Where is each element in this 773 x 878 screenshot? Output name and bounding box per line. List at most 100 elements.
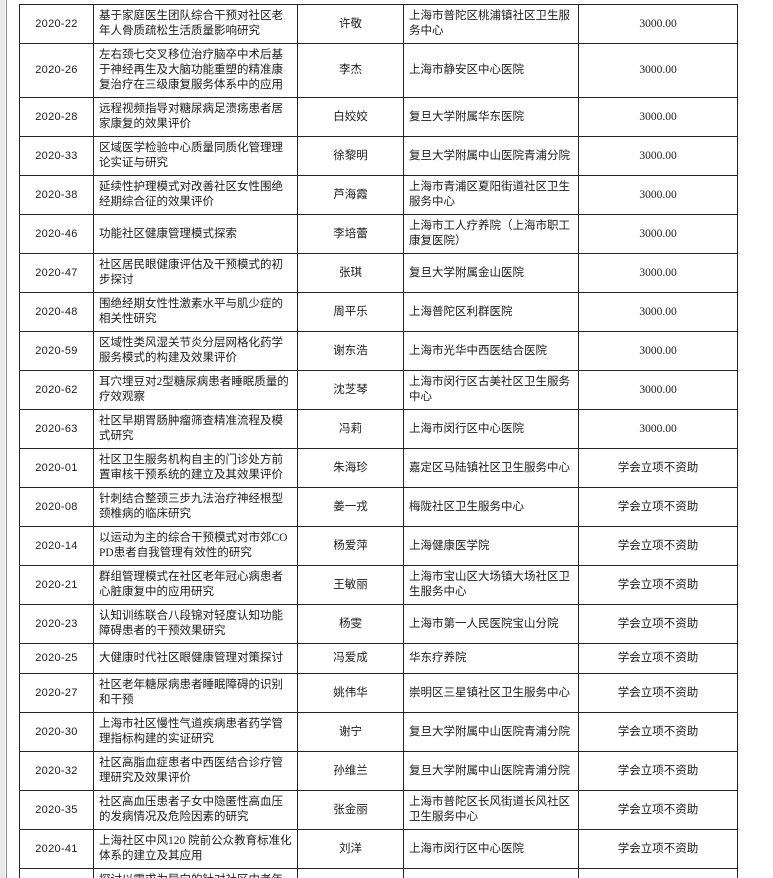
project-code-cell: 2020-08 xyxy=(19,487,94,527)
institution-cell: 嘉定区马陆镇社区卫生服务中心 xyxy=(403,448,579,488)
funding-cell: 学会立项不资助 xyxy=(578,526,738,566)
table-row: 2020-41 上海社区中风120 院前公众教育标准化体系的建立及其应用 刘洋 上海市… xyxy=(19,829,738,869)
institution-cell: 上海市闵行区中心医院 xyxy=(403,409,579,449)
project-code-cell: 2020-59 xyxy=(19,331,94,371)
project-leader-cell: 谢东浩 xyxy=(297,331,404,371)
project-title-cell: 左右颈七交叉移位治疗脑卒中术后基于神经再生及大脑功能重塑的精准康复治疗在三级康复… xyxy=(93,43,298,98)
funding-cell: 3000.00 xyxy=(578,175,738,215)
project-code-cell: 2020-43 xyxy=(19,868,94,878)
project-title-cell: 针刺结合整颈三步九法治疗神经根型颈椎病的临床研究 xyxy=(93,487,298,527)
institution-cell: 上海普陀区利群医院 xyxy=(403,292,579,332)
project-code-cell: 2020-38 xyxy=(19,175,94,215)
institution-cell: 上海市闵行区中心医院 xyxy=(403,829,579,869)
table-row: 2020-62 耳穴埋豆对2型糖尿病患者睡眠质量的疗效观察 沈芝琴 上海市闵行区古美社… xyxy=(19,370,738,410)
project-title-cell: 以运动为主的综合干预模式对市郊COPD患者自我管理有效性的研究 xyxy=(93,526,298,566)
project-leader-cell: 李杰 xyxy=(297,43,404,98)
funding-cell: 学会立项不资助 xyxy=(578,790,738,830)
table-row: 2020-26 左右颈七交叉移位治疗脑卒中术后基于神经再生及大脑功能重塑的精准康复… xyxy=(19,43,738,98)
table-row: 2020-25 大健康时代社区眼健康管理对策探讨 冯爱成 华东疗养院 学会立项不资助 xyxy=(19,643,738,674)
institution-cell: 上海市光华中西医结合医院 xyxy=(403,331,579,371)
project-title-cell: 功能社区健康管理模式探索 xyxy=(93,214,298,254)
project-code-cell: 2020-41 xyxy=(19,829,94,869)
funding-cell: 3000.00 xyxy=(578,409,738,449)
project-leader-cell: 杨爱萍 xyxy=(297,526,404,566)
project-leader-cell: 芦海霞 xyxy=(297,175,404,215)
project-code-cell: 2020-22 xyxy=(19,4,94,44)
project-title-cell: 社区高脂血症患者中西医结合诊疗管理研究及效果评价 xyxy=(93,751,298,791)
project-leader-cell: 张金丽 xyxy=(297,790,404,830)
project-leader-cell: 李培蕾 xyxy=(297,214,404,254)
funding-cell: 3000.00 xyxy=(578,4,738,44)
project-code-cell: 2020-35 xyxy=(19,790,94,830)
funding-cell: 3000.00 xyxy=(578,292,738,332)
funding-cell: 3000.00 xyxy=(578,136,738,176)
project-leader-cell: 许敬 xyxy=(297,4,404,44)
project-title-cell: 围绝经期女性性激素水平与肌少症的相关性研究 xyxy=(93,292,298,332)
project-title-cell: 上海市社区慢性气道疾病患者药学管理指标构建的实证研究 xyxy=(93,712,298,752)
project-leader-cell: 周平乐 xyxy=(297,292,404,332)
institution-cell: 上海市普陀区长风街道长风社区卫生服务中心 xyxy=(403,790,579,830)
project-code-cell: 2020-01 xyxy=(19,448,94,488)
project-title-cell: 上海社区中风120 院前公众教育标准化体系的建立及其应用 xyxy=(93,829,298,869)
project-leader-cell: 冯爱成 xyxy=(297,643,404,674)
project-leader-cell: 冯莉 xyxy=(297,409,404,449)
project-code-cell: 2020-63 xyxy=(19,409,94,449)
project-title-cell: 基于家庭医生团队综合干预对社区老年人骨质疏松生活质量影响研究 xyxy=(93,4,298,44)
project-leader-cell: 刘洋 xyxy=(297,829,404,869)
table-row: 2020-38 延续性护理模式对改善社区女性围绝经期综合征的效果评价 芦海霞 上海市青… xyxy=(19,175,738,215)
project-code-cell: 2020-27 xyxy=(19,673,94,713)
project-leader-cell: 王敏丽 xyxy=(297,565,404,605)
table-row: 2020-33 区域医学检验中心质量同质化管理理论实证与研究 徐黎明 复旦大学附属中山… xyxy=(19,136,738,176)
table-row: 2020-59 区域性类风湿关节炎分层网格化药学服务模式的构建及效果评价 谢东浩 上海… xyxy=(19,331,738,371)
project-code-cell: 2020-48 xyxy=(19,292,94,332)
project-leader-cell: 张琪 xyxy=(297,253,404,293)
project-title-cell: 区域医学检验中心质量同质化管理理论实证与研究 xyxy=(93,136,298,176)
funding-cell: 学会立项不资助 xyxy=(578,448,738,488)
institution-cell: 梅陇社区卫生服务中心 xyxy=(403,487,579,527)
project-title-cell: 延续性护理模式对改善社区女性围绝经期综合征的效果评价 xyxy=(93,175,298,215)
institution-cell: 华东疗养院 xyxy=(403,643,579,674)
project-code-cell: 2020-26 xyxy=(19,43,94,98)
funding-cell: 学会立项不资助 xyxy=(578,829,738,869)
page-left-edge-line xyxy=(6,0,7,878)
institution-cell: 复旦大学附属中山医院青浦分院 xyxy=(403,751,579,791)
project-code-cell: 2020-33 xyxy=(19,136,94,176)
project-leader-cell: 朱海珍 xyxy=(297,448,404,488)
table-row: 2020-30 上海市社区慢性气道疾病患者药学管理指标构建的实证研究 谢宁 复旦大学附… xyxy=(19,712,738,752)
funding-cell: 学会立项不资助 xyxy=(578,673,738,713)
funding-cell: 3000.00 xyxy=(578,253,738,293)
institution-cell: 上海市静安区中心医院 xyxy=(403,43,579,98)
institution-cell: 崇明区三星镇社区卫生服务中心 xyxy=(403,673,579,713)
institution-cell: 复旦大学附属华东医院 xyxy=(403,97,579,137)
project-leader-cell: 白姣姣 xyxy=(297,97,404,137)
project-title-cell: 探讨以需求为导向的针对社区中老年甲减患者团队健康教育模式的应用研究 xyxy=(93,868,298,878)
funding-cell: 学会立项不资助 xyxy=(578,751,738,791)
table-row: 2020-46 功能社区健康管理模式探索 李培蕾 上海市工人疗养院（上海市职工康复医院… xyxy=(19,214,738,254)
institution-cell: 上海市奉贤区奉浦街道社区卫生服务中心 xyxy=(403,868,579,878)
institution-cell: 上海市宝山区大场镇大场社区卫生服务中心 xyxy=(403,565,579,605)
project-title-cell: 大健康时代社区眼健康管理对策探讨 xyxy=(93,643,298,674)
table-row: 2020-32 社区高脂血症患者中西医结合诊疗管理研究及效果评价 孙维兰 复旦大学附属… xyxy=(19,751,738,791)
institution-cell: 上海市第一人民医院宝山分院 xyxy=(403,604,579,644)
project-code-cell: 2020-47 xyxy=(19,253,94,293)
funding-cell: 学会立项不资助 xyxy=(578,604,738,644)
project-leader-cell: 徐黎明 xyxy=(297,136,404,176)
table-row: 2020-47 社区居民眼健康评估及干预模式的初步探讨 张琪 复旦大学附属金山医院 30… xyxy=(19,253,738,293)
table-row: 2020-27 社区老年糖尿病患者睡眠障碍的识别和干预 姚伟华 崇明区三星镇社区卫生服… xyxy=(19,673,738,713)
institution-cell: 复旦大学附属中山医院青浦分院 xyxy=(403,712,579,752)
project-leader-cell: 杨雯 xyxy=(297,604,404,644)
funding-cell: 3000.00 xyxy=(578,370,738,410)
table-row: 2020-23 认知训练联合八段锦对轻度认知功能障碍患者的干预效果研究 杨雯 上海市第… xyxy=(19,604,738,644)
table-row: 2020-35 社区高血压患者子女中隐匿性高血压的发病情况及危险因素的研究 张金丽上… xyxy=(19,790,738,830)
project-title-cell: 社区卫生服务机构自主的门诊处方前置审核干预系统的建立及其效果评价 xyxy=(93,448,298,488)
institution-cell: 复旦大学附属金山医院 xyxy=(403,253,579,293)
funding-cell: 3000.00 xyxy=(578,331,738,371)
table-row: 2020-08 针刺结合整颈三步九法治疗神经根型颈椎病的临床研究 姜一戎 梅陇社区卫生… xyxy=(19,487,738,527)
institution-cell: 上海健康医学院 xyxy=(403,526,579,566)
project-title-cell: 社区居民眼健康评估及干预模式的初步探讨 xyxy=(93,253,298,293)
grant-projects-table: 2020-22 基于家庭医生团队综合干预对社区老年人骨质疏松生活质量影响研究 许敬上… xyxy=(19,4,738,878)
funding-cell: 3000.00 xyxy=(578,214,738,254)
project-leader-cell: 姚伟华 xyxy=(297,673,404,713)
institution-cell: 上海市青浦区夏阳街道社区卫生服务中心 xyxy=(403,175,579,215)
table-row: 2020-01 社区卫生服务机构自主的门诊处方前置审核干预系统的建立及其效果评价朱… xyxy=(19,448,738,488)
